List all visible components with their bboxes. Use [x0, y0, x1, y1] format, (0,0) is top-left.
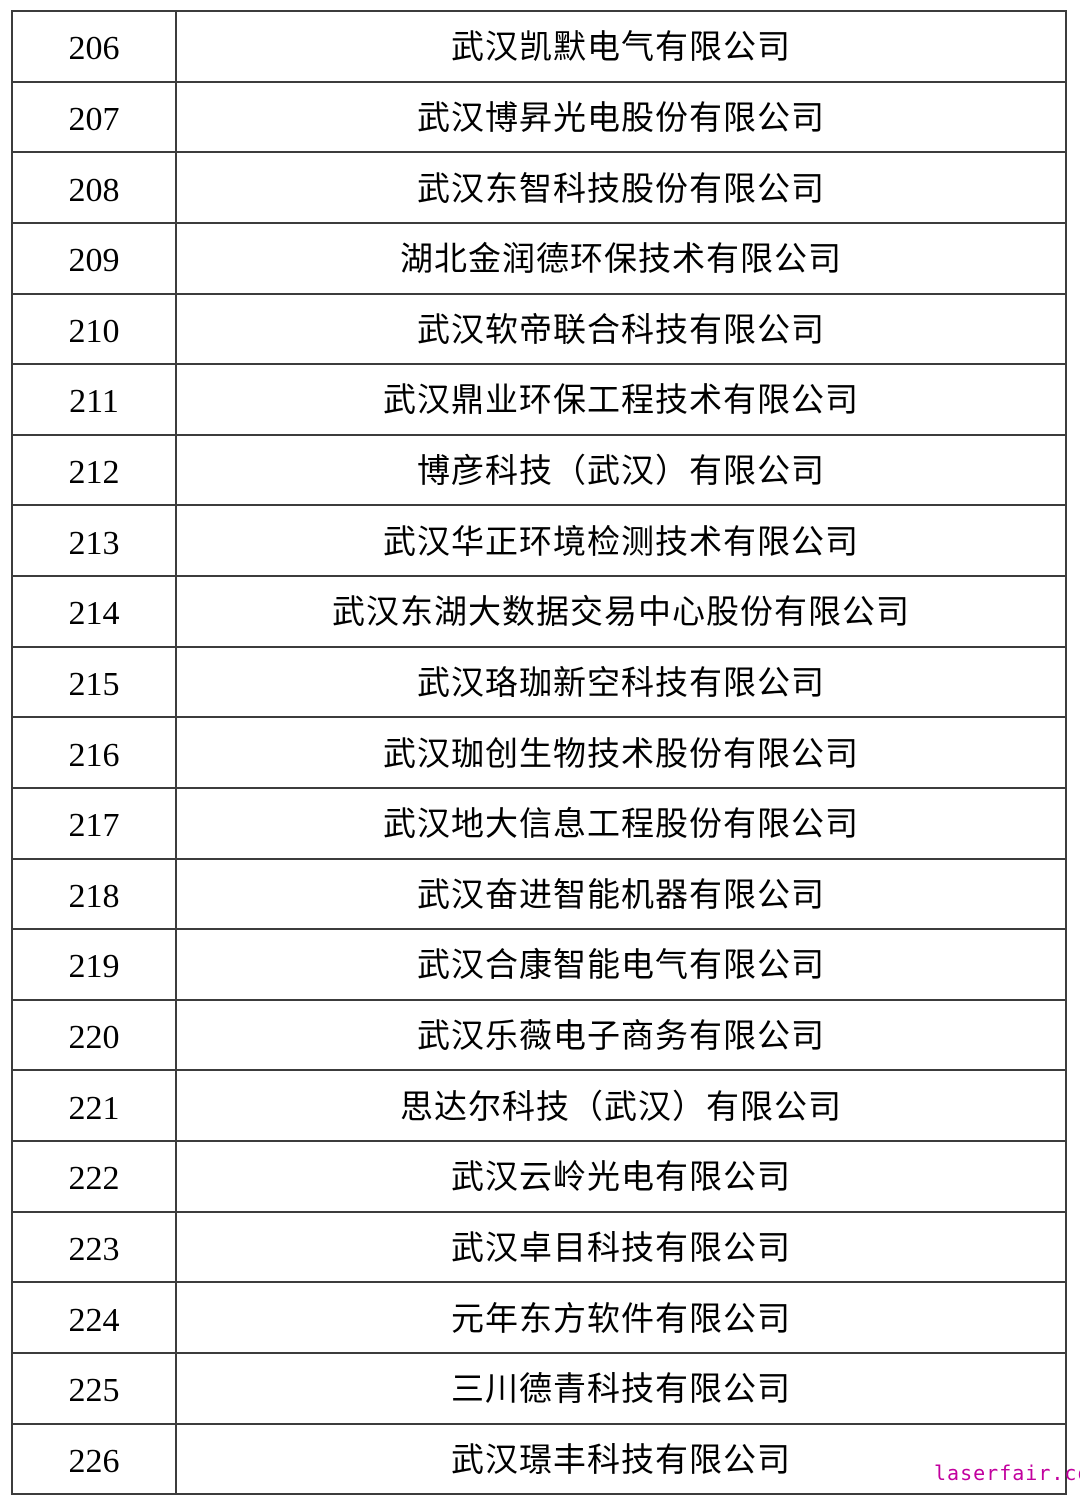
table-row: 222 武汉云岭光电有限公司	[13, 1142, 1065, 1213]
table-row: 207 武汉博昇光电股份有限公司	[13, 82, 1065, 154]
table-row: 215 武汉珞珈新空科技有限公司	[13, 647, 1065, 719]
company-name-cell: 武汉珞珈新空科技有限公司	[417, 663, 825, 701]
row-number-cell: 218	[13, 859, 177, 929]
table-row: 212 博彦科技（武汉）有限公司	[13, 435, 1065, 507]
row-number-cell: 210	[13, 294, 177, 364]
company-name-cell: 思达尔科技（武汉）有限公司	[400, 1087, 842, 1125]
table-row: 217 武汉地大信息工程股份有限公司	[13, 788, 1065, 860]
row-number-cell: 220	[13, 1000, 177, 1070]
row-number-cell: 208	[13, 153, 177, 222]
row-number-cell: 212	[13, 435, 177, 505]
table-row: 210 武汉软帝联合科技有限公司	[13, 294, 1065, 366]
table-row: 224 元年东方软件有限公司	[13, 1283, 1065, 1354]
table-row: 223 武汉卓目科技有限公司	[13, 1212, 1065, 1284]
row-number-cell: 222	[13, 1142, 177, 1211]
company-list-table: 206 武汉凯默电气有限公司 207 武汉博昇光电股份有限公司 208 武汉东智…	[11, 10, 1067, 1495]
row-number-cell: 209	[13, 223, 177, 293]
company-name-cell: 武汉珈创生物技术股份有限公司	[383, 734, 859, 772]
company-name-cell: 武汉软帝联合科技有限公司	[417, 310, 825, 348]
table-row: 221 思达尔科技（武汉）有限公司	[13, 1071, 1065, 1142]
company-name-cell: 武汉卓目科技有限公司	[451, 1228, 791, 1266]
company-name-cell: 三川德青科技有限公司	[451, 1370, 791, 1408]
company-name-cell: 武汉鼎业环保工程技术有限公司	[383, 381, 859, 419]
row-number-cell: 217	[13, 788, 177, 858]
company-name-cell: 武汉东智科技股份有限公司	[417, 169, 825, 207]
watermark: laserfair.com	[934, 1461, 1080, 1485]
table-row: 208 武汉东智科技股份有限公司	[13, 153, 1065, 224]
company-name-cell: 武汉博昇光电股份有限公司	[417, 98, 825, 136]
company-name-cell: 武汉璟丰科技有限公司	[451, 1440, 791, 1478]
company-name-cell: 武汉华正环境检测技术有限公司	[383, 522, 859, 560]
table-row: 211 武汉鼎业环保工程技术有限公司	[13, 365, 1065, 436]
table-row: 219 武汉合康智能电气有限公司	[13, 930, 1065, 1001]
table-row: 213 武汉华正环境检测技术有限公司	[13, 506, 1065, 577]
table-row: 218 武汉奋进智能机器有限公司	[13, 859, 1065, 931]
company-name-cell: 武汉奋进智能机器有限公司	[417, 875, 825, 913]
company-name-cell: 湖北金润德环保技术有限公司	[400, 240, 842, 278]
table-row: 226 武汉璟丰科技有限公司	[13, 1424, 1065, 1494]
row-number-cell: 215	[13, 647, 177, 717]
table-row: 216 武汉珈创生物技术股份有限公司	[13, 718, 1065, 789]
row-number-cell: 213	[13, 506, 177, 575]
row-number-cell: 224	[13, 1283, 177, 1352]
row-number-cell: 226	[13, 1424, 177, 1494]
table-row: 209 湖北金润德环保技术有限公司	[13, 223, 1065, 295]
row-number-cell: 206	[13, 12, 177, 81]
company-name-cell: 武汉凯默电气有限公司	[451, 28, 791, 66]
row-number-cell: 223	[13, 1212, 177, 1282]
company-name-cell: 博彦科技（武汉）有限公司	[417, 452, 825, 490]
company-name-cell: 武汉东湖大数据交易中心股份有限公司	[332, 593, 910, 631]
company-name-cell: 元年东方软件有限公司	[451, 1299, 791, 1337]
company-name-cell: 武汉地大信息工程股份有限公司	[383, 805, 859, 843]
table-row: 214 武汉东湖大数据交易中心股份有限公司	[13, 577, 1065, 648]
company-name-cell: 武汉合康智能电气有限公司	[417, 946, 825, 984]
company-name-cell: 武汉云岭光电有限公司	[451, 1158, 791, 1196]
table-row: 220 武汉乐薇电子商务有限公司	[13, 1000, 1065, 1072]
row-number-cell: 221	[13, 1071, 177, 1140]
row-number-cell: 219	[13, 930, 177, 999]
table-row: 206 武汉凯默电气有限公司	[13, 12, 1065, 83]
row-number-cell: 207	[13, 82, 177, 152]
row-number-cell: 214	[13, 577, 177, 646]
row-number-cell: 211	[13, 365, 177, 434]
row-number-cell: 216	[13, 718, 177, 787]
table-row: 225 三川德青科技有限公司	[13, 1353, 1065, 1425]
row-number-cell: 225	[13, 1353, 177, 1423]
company-name-cell: 武汉乐薇电子商务有限公司	[417, 1017, 825, 1055]
